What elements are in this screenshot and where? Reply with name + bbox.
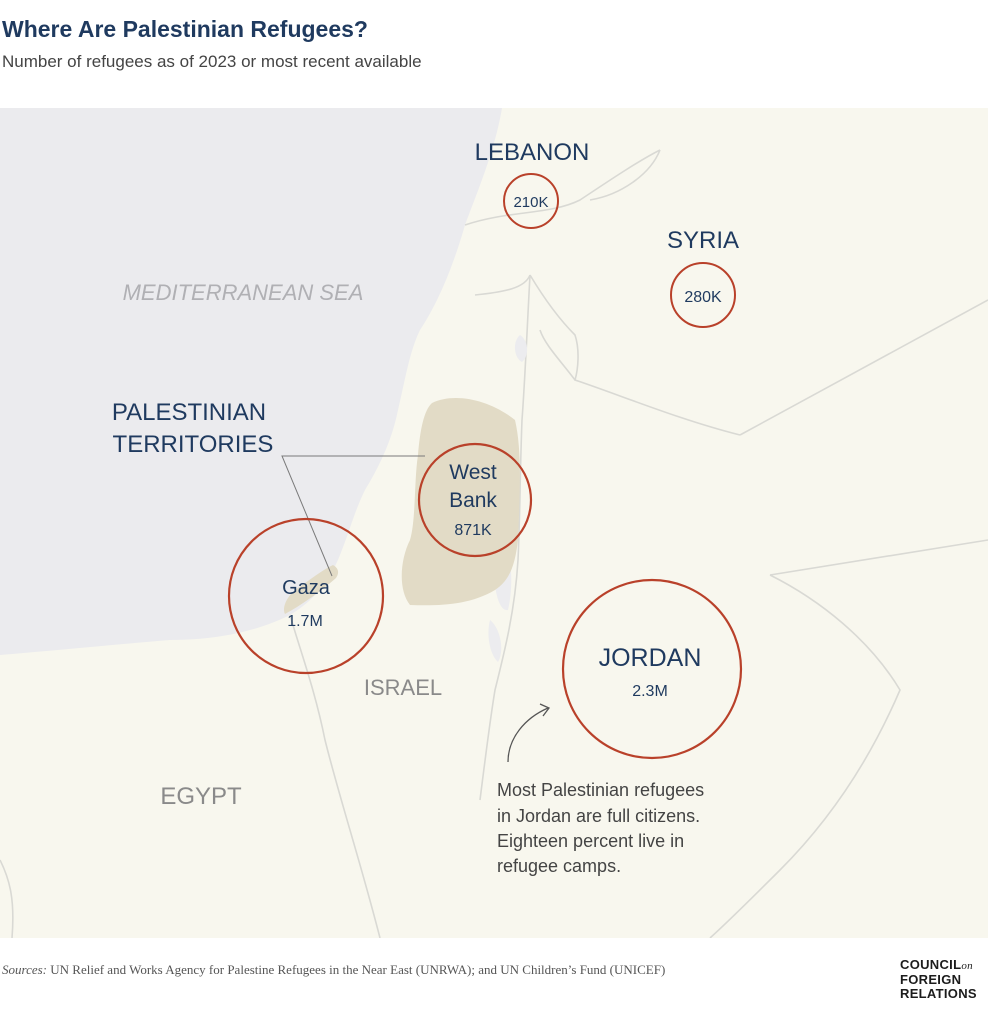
territories-label-line2: TERRITORIES	[113, 431, 274, 458]
syria-circle	[670, 262, 736, 328]
lebanon-label: LEBANON	[475, 139, 590, 166]
jordan-annotation-line4: refugee camps.	[497, 856, 621, 876]
lebanon-value: 210K	[513, 194, 548, 211]
territories-callout-line	[281, 455, 425, 577]
sea-label: MEDITERRANEAN SEA	[123, 280, 364, 305]
west-bank-circle	[417, 442, 533, 558]
territories-label-line1: PALESTINIAN	[112, 399, 266, 426]
jordan-annotation-line3: Eighteen percent live in	[497, 831, 684, 851]
jordan-annotation-line2: in Jordan are full citizens.	[497, 806, 700, 826]
gaza-label: Gaza	[282, 577, 331, 599]
country-borders	[0, 149, 988, 938]
jordan-annotation-line1: Most Palestinian refugees	[497, 780, 704, 800]
refugee-map: MEDITERRANEAN SEA PALESTINIAN TERRITORIE…	[0, 108, 988, 938]
cfr-logo: COUNCILon FOREIGN RELATIONS	[900, 958, 977, 1001]
gaza-value: 1.7M	[287, 613, 323, 630]
chart-title: Where Are Palestinian Refugees?	[2, 16, 368, 42]
west-bank-label-line1: West	[449, 461, 497, 484]
lebanon-circle	[503, 173, 559, 229]
annotation-arrow	[507, 703, 551, 763]
gaza-territory	[284, 565, 339, 614]
sources-note: Sources: UN Relief and Works Agency for …	[2, 962, 665, 978]
logo-line3: RELATIONS	[900, 986, 977, 1001]
egypt-label: EGYPT	[160, 783, 242, 810]
jordan-label: JORDAN	[599, 644, 702, 672]
logo-line2: FOREIGN	[900, 972, 962, 987]
chart-subtitle: Number of refugees as of 2023 or most re…	[2, 52, 422, 71]
sources-label: Sources:	[2, 962, 48, 977]
sources-text: UN Relief and Works Agency for Palestine…	[50, 962, 666, 977]
mediterranean-sea	[0, 108, 502, 655]
jordan-value: 2.3M	[632, 683, 668, 700]
israel-label: ISRAEL	[364, 675, 442, 700]
syria-label: SYRIA	[667, 227, 739, 254]
west-bank-label-line2: Bank	[449, 489, 497, 512]
gaza-circle	[227, 517, 385, 675]
jordan-circle	[561, 578, 743, 760]
logo-line1: COUNCILon	[900, 957, 973, 973]
west-bank-value: 871K	[454, 522, 492, 539]
syria-value: 280K	[684, 289, 722, 306]
